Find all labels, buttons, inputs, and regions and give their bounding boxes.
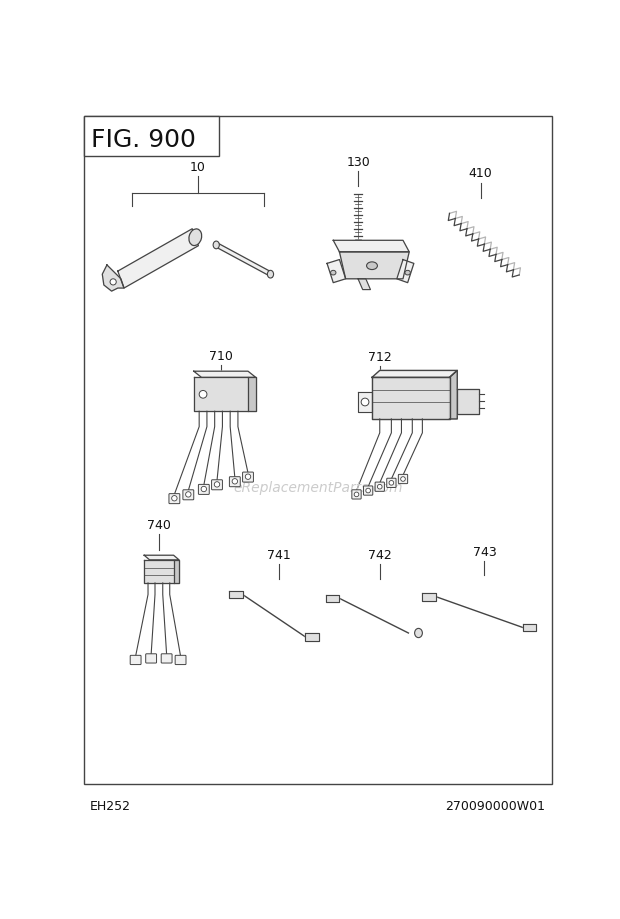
Polygon shape [397,260,414,283]
Text: EH252: EH252 [90,800,131,812]
Text: 743: 743 [472,546,496,559]
Text: eReplacementParts.com: eReplacementParts.com [233,480,402,494]
FancyBboxPatch shape [146,654,156,664]
Ellipse shape [330,271,336,276]
Polygon shape [229,591,242,598]
Polygon shape [306,633,319,641]
Polygon shape [326,595,340,603]
Circle shape [354,493,359,497]
FancyBboxPatch shape [375,482,384,492]
FancyBboxPatch shape [130,655,141,664]
FancyBboxPatch shape [175,655,186,664]
Polygon shape [358,392,372,413]
Circle shape [201,487,206,493]
Polygon shape [174,561,179,584]
Polygon shape [327,260,346,283]
Polygon shape [118,230,198,289]
Polygon shape [144,556,179,561]
Circle shape [199,391,207,399]
Polygon shape [193,378,248,412]
FancyBboxPatch shape [183,490,193,500]
Circle shape [401,477,405,482]
Ellipse shape [267,271,273,278]
Ellipse shape [405,271,410,276]
Circle shape [215,482,219,488]
Text: 130: 130 [346,155,370,169]
Circle shape [110,279,117,286]
Circle shape [378,485,382,490]
FancyBboxPatch shape [161,654,172,664]
FancyBboxPatch shape [352,490,361,500]
Circle shape [246,474,250,480]
Polygon shape [216,243,272,278]
Text: 710: 710 [209,349,233,363]
FancyBboxPatch shape [229,477,241,487]
Circle shape [172,496,177,502]
Polygon shape [372,378,450,419]
Polygon shape [523,624,536,631]
Ellipse shape [213,242,219,249]
Circle shape [185,493,191,497]
Ellipse shape [415,629,422,638]
Text: 10: 10 [190,160,206,174]
Polygon shape [458,390,479,414]
FancyBboxPatch shape [399,475,408,484]
Polygon shape [248,378,255,412]
FancyBboxPatch shape [363,486,373,495]
Ellipse shape [366,263,378,270]
Circle shape [389,481,394,485]
Polygon shape [422,594,436,601]
FancyBboxPatch shape [198,485,210,494]
Text: 712: 712 [368,350,392,363]
Polygon shape [340,253,409,279]
Text: 741: 741 [267,548,291,561]
Polygon shape [193,372,255,378]
Text: 410: 410 [469,167,492,180]
Polygon shape [372,371,458,378]
Polygon shape [358,279,371,290]
Text: 742: 742 [368,548,392,561]
FancyBboxPatch shape [169,494,180,505]
Circle shape [366,489,371,494]
Polygon shape [334,241,409,253]
Polygon shape [144,561,174,584]
Polygon shape [450,371,458,419]
Circle shape [232,479,237,484]
Circle shape [361,399,369,406]
Text: 270090000W01: 270090000W01 [446,800,546,812]
FancyBboxPatch shape [387,479,396,488]
Polygon shape [102,266,124,292]
Bar [84,117,219,156]
Ellipse shape [189,230,202,246]
Text: 740: 740 [147,519,171,532]
FancyBboxPatch shape [211,481,223,490]
FancyBboxPatch shape [242,472,254,482]
Text: FIG. 900: FIG. 900 [92,128,197,152]
